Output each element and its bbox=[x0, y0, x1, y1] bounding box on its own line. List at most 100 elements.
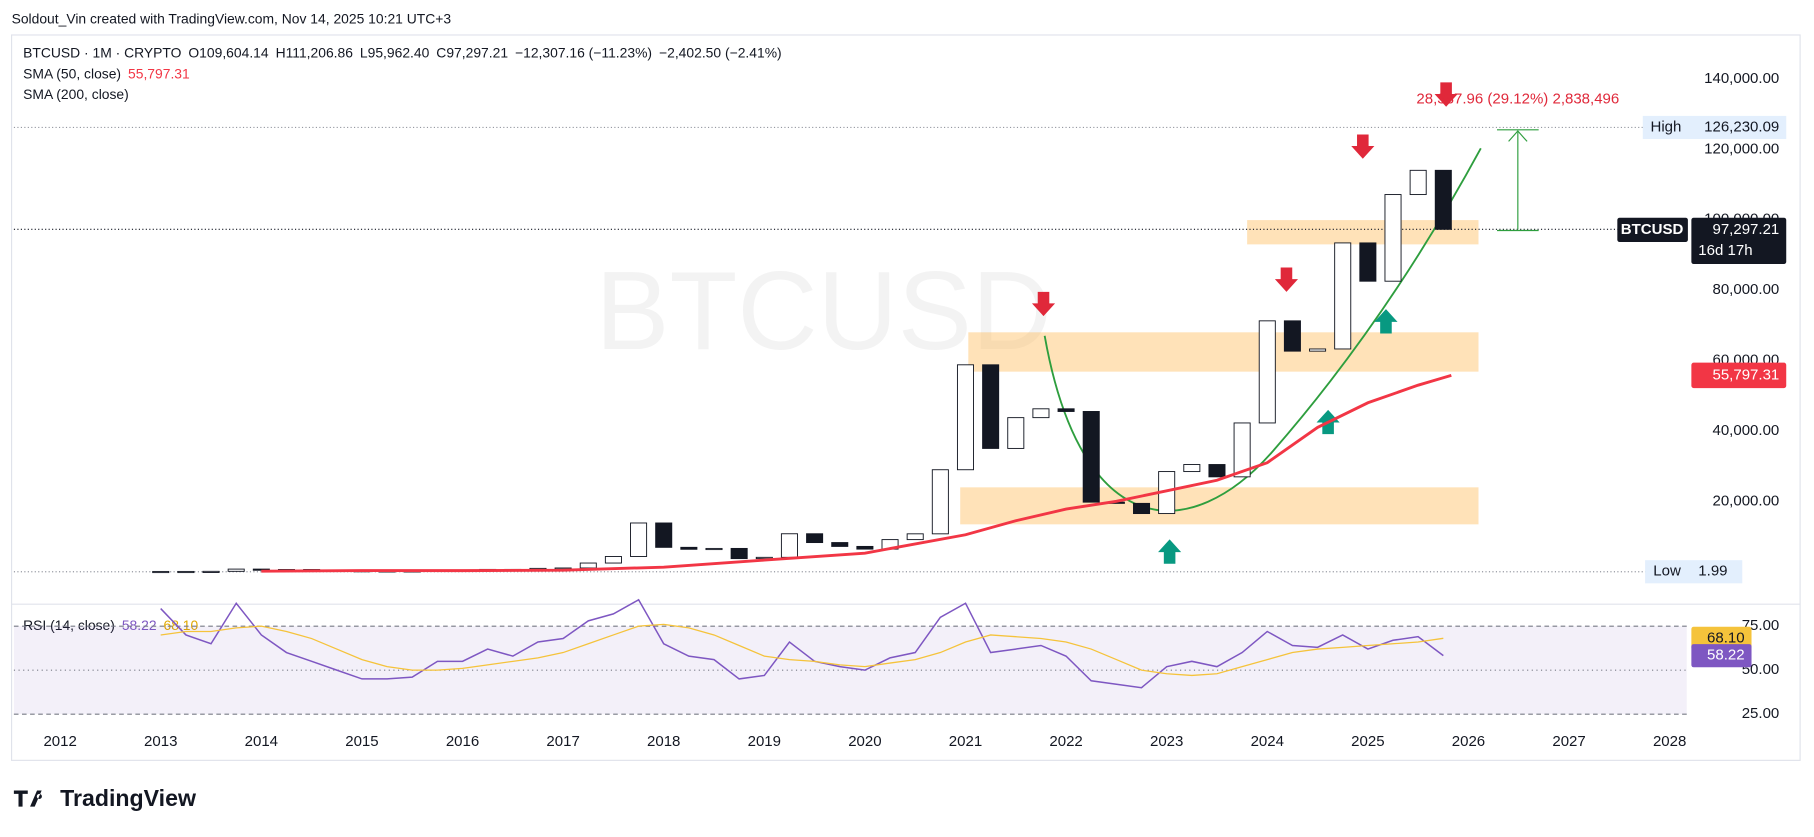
sma-line bbox=[261, 373, 1452, 573]
rsi-line bbox=[160, 623, 1444, 677]
rsi-line bbox=[160, 598, 1444, 689]
x-tick-label: 2015 bbox=[345, 733, 378, 750]
frame bbox=[10, 34, 1801, 761]
y-tick-label: 140,000.00 bbox=[1704, 70, 1779, 87]
x-tick-label: 2017 bbox=[546, 733, 579, 750]
zone bbox=[968, 332, 1479, 372]
candle-body bbox=[152, 570, 170, 574]
candle-body bbox=[1183, 464, 1201, 473]
low-text: Low bbox=[1653, 563, 1681, 580]
sma50-legend: SMA (50, close) 55,797.31 bbox=[23, 65, 190, 81]
logo-icon bbox=[13, 790, 42, 807]
annotations bbox=[960, 220, 1479, 525]
rsi-tag-label: 58.22 bbox=[1707, 647, 1745, 664]
candle-body bbox=[1032, 408, 1050, 419]
x-tick-label: 2020 bbox=[848, 733, 881, 750]
y-tick-label: 25.00 bbox=[1742, 705, 1780, 722]
sma-tag-label: 55,797.31 bbox=[1712, 366, 1779, 383]
candle-body bbox=[1283, 320, 1301, 352]
candle-body bbox=[982, 364, 1000, 449]
symbol-tag bbox=[1617, 217, 1688, 243]
x-tick-label: 2022 bbox=[1049, 733, 1082, 750]
x-tick-label: 2016 bbox=[446, 733, 479, 750]
y-tick-label: 20,000.00 bbox=[1712, 492, 1779, 509]
candle-body bbox=[806, 533, 824, 544]
measure-label: 28,387.96 (29.12%) 2,838,496 bbox=[1416, 91, 1619, 108]
up-arrow bbox=[1374, 309, 1398, 334]
candle-body bbox=[1208, 464, 1226, 478]
x-tick-label: 2012 bbox=[43, 733, 76, 750]
candle-body bbox=[730, 547, 748, 560]
low-label: 1.99 bbox=[1698, 563, 1727, 580]
candle-body bbox=[630, 522, 648, 557]
down-arrow bbox=[1434, 82, 1458, 107]
x-tick-label: 2028 bbox=[1653, 733, 1686, 750]
price-tag bbox=[1691, 217, 1787, 265]
rsi-tag-label: 68.10 bbox=[1707, 629, 1745, 646]
candle-body bbox=[177, 570, 195, 574]
candle-body bbox=[1384, 194, 1402, 282]
candle-body bbox=[1057, 408, 1075, 412]
candle-body bbox=[1133, 502, 1151, 515]
down-arrow bbox=[1351, 134, 1375, 159]
candle-body bbox=[1082, 411, 1100, 503]
credit: Soldout_Vin created with TradingView.com… bbox=[12, 11, 452, 27]
candle-body bbox=[1309, 348, 1327, 352]
down-arrow bbox=[1274, 267, 1299, 292]
candle-body bbox=[1409, 169, 1427, 196]
measure-cap bbox=[1497, 129, 1539, 232]
rsi-tag bbox=[1691, 644, 1752, 668]
x-tick-label: 2027 bbox=[1552, 733, 1585, 750]
countdown: 16d 17h bbox=[1698, 242, 1752, 259]
x-tick-label: 2024 bbox=[1251, 733, 1284, 750]
rsi-tag bbox=[1691, 626, 1752, 650]
y-tick-label: 120,000.00 bbox=[1704, 140, 1779, 157]
x-tick-label: 2018 bbox=[647, 733, 680, 750]
candle-body bbox=[604, 556, 622, 564]
low-tag bbox=[1645, 560, 1743, 584]
logo-text: TradingView bbox=[60, 785, 197, 811]
candle-body bbox=[956, 364, 975, 471]
candle-body bbox=[931, 469, 949, 535]
high-tag bbox=[1642, 115, 1787, 140]
zone bbox=[960, 487, 1479, 525]
candle-body bbox=[1258, 320, 1276, 424]
candle-body bbox=[906, 533, 924, 541]
up-arrow bbox=[1158, 539, 1182, 564]
sma200-legend: SMA (200, close) bbox=[23, 86, 129, 102]
logo: TradingView bbox=[13, 785, 197, 811]
price-tag-label: 97,297.21 bbox=[1712, 221, 1779, 238]
symbol-legend: BTCUSD · 1M · CRYPTO O109,604.14 H111,206.… bbox=[23, 44, 782, 60]
x-tick-label: 2013 bbox=[144, 733, 177, 750]
x-tick-label: 2023 bbox=[1150, 733, 1183, 750]
candle-body bbox=[1334, 242, 1352, 350]
candle-body bbox=[202, 570, 220, 573]
candle-body bbox=[1434, 169, 1452, 230]
candle-body bbox=[755, 556, 773, 560]
candle-body bbox=[856, 545, 874, 550]
candle-body bbox=[1359, 242, 1377, 282]
high-label: 126,230.09 bbox=[1704, 118, 1779, 135]
sma-tag bbox=[1691, 362, 1787, 389]
candle-body bbox=[680, 546, 698, 550]
x-tick-label: 2014 bbox=[245, 733, 278, 750]
candle-body bbox=[655, 522, 673, 548]
x-tick-label: 2019 bbox=[748, 733, 781, 750]
symbol-tag-label: BTCUSD bbox=[1621, 221, 1684, 238]
watermark: BTCUSD bbox=[595, 248, 1052, 373]
candle-body bbox=[579, 562, 597, 569]
candle-body bbox=[1007, 417, 1025, 449]
x-tick-label: 2021 bbox=[949, 733, 982, 750]
y-tick-label: 80,000.00 bbox=[1712, 281, 1779, 298]
x-tick-label: 2025 bbox=[1351, 733, 1384, 750]
candle-body bbox=[705, 547, 723, 551]
candle-body bbox=[1233, 422, 1251, 478]
y-tick-label: 40,000.00 bbox=[1712, 422, 1779, 439]
x-tick-label: 2026 bbox=[1452, 733, 1485, 750]
candle-body bbox=[227, 568, 245, 572]
candle-body bbox=[780, 533, 798, 558]
candle-body bbox=[831, 542, 849, 547]
